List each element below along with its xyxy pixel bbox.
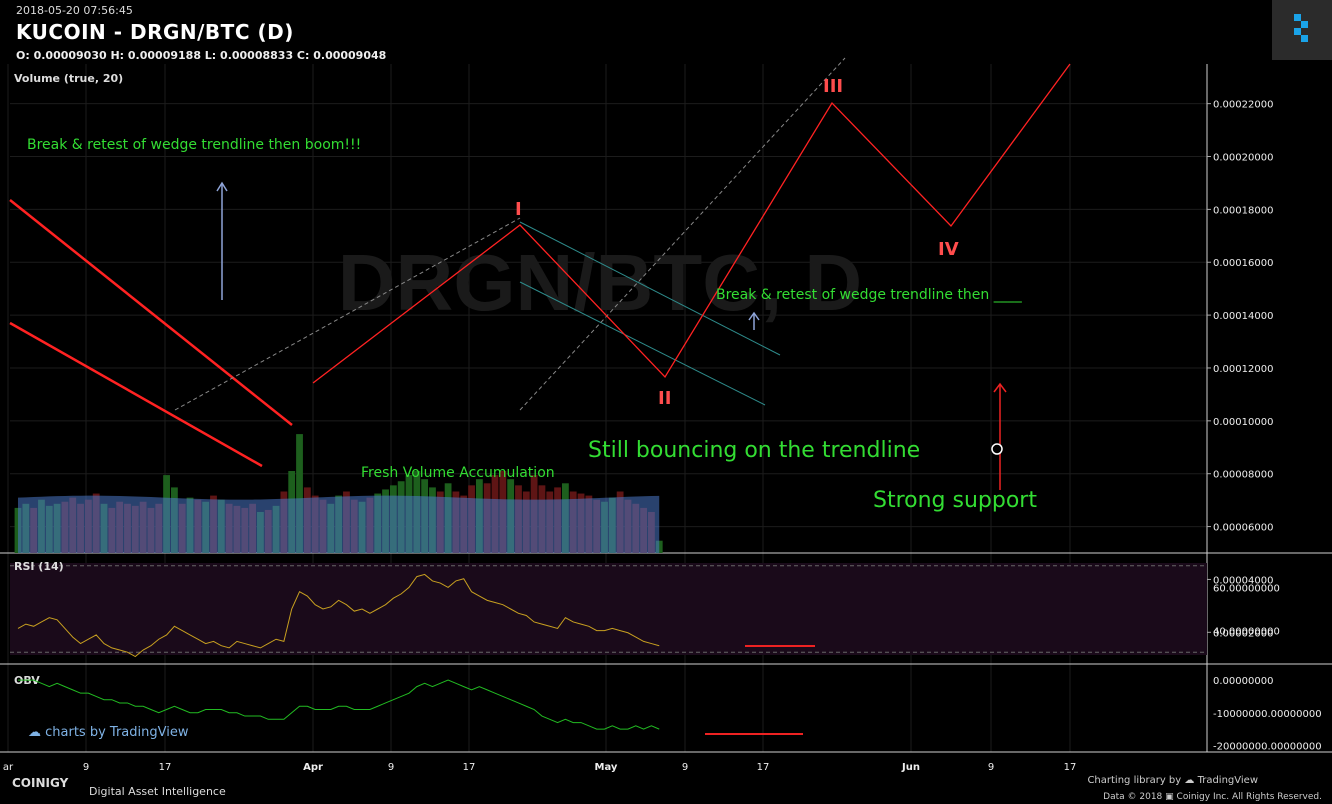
support-arrow-head [993,382,1007,393]
annotation-break-retest-1: Break & retest of wedge trendline then b… [27,137,361,153]
time-tick-label-8: 17 [757,762,770,773]
price-tick-label-9: 0.00004000 [1213,575,1273,586]
rsi-line [17,573,660,658]
wedge-upper-line [9,199,293,426]
up-arrow-left-head [216,181,228,192]
time-tick-label-7: 9 [682,762,688,773]
rsi-tick-label-1: 40.00000000 [1213,627,1280,638]
rsi-band [10,563,1207,655]
annotation-fresh-volume: Fresh Volume Accumulation [361,465,555,481]
time-tick-label-3: Apr [303,762,323,773]
wave-label-3: III [823,76,843,97]
price-tick-label-0: 0.00022000 [1213,100,1273,111]
time-tick-label-4: 9 [388,762,394,773]
coinigy-logo-icon[interactable] [1272,0,1332,60]
price-tick-label-4: 0.00014000 [1213,311,1273,322]
time-tick-label-10: 9 [988,762,994,773]
price-tick-label-8: 0.00006000 [1213,523,1273,534]
time-tick-label-2: 17 [159,762,172,773]
timestamp: 2018-05-20 07:56:45 [16,4,133,17]
price-tick-label-1: 0.00020000 [1213,153,1273,164]
tradingview-badge[interactable]: ☁ charts by TradingView [28,725,188,740]
fib-trend-left [174,217,521,411]
price-tick-label-7: 0.00008000 [1213,470,1273,481]
watermark: DRGN/BTC, D [338,238,862,327]
channel-upper-line [519,221,781,356]
brand-name: COINIGY [12,776,69,790]
price-tick-label-6: 0.00010000 [1213,417,1273,428]
time-tick-label-11: 17 [1064,762,1077,773]
tradingview-badge-label: charts by TradingView [45,725,189,740]
charting-credit: Charting library by ☁ TradingView [1087,775,1258,786]
price-tick-label-10: 0.00002000 [1213,628,1273,639]
logo-mark [1294,14,1308,42]
annotation-bouncing: Still bouncing on the trendline [588,438,920,463]
price-tick-label-2: 0.00018000 [1213,205,1273,216]
rsi-tick-label-0: 60.00000000 [1213,583,1280,594]
elliott-wave-path [312,63,1071,384]
charting-credit-text: Charting library by [1087,775,1182,786]
time-tick-label-5: 17 [463,762,476,773]
volume-bar [296,434,303,553]
up-arrow-right-head [748,311,760,321]
annotation-strong-support: Strong support [873,488,1037,513]
price-tick-label-3: 0.00016000 [1213,258,1273,269]
fib-trend-right [519,57,846,411]
tradingview-name: TradingView [1197,775,1258,786]
copyright-tail: Coinigy Inc. All Rights Reserved. [1176,792,1322,802]
wedge-lower-line [9,321,263,468]
wave-label-4: IV [938,239,959,260]
wave-label-2: II [658,388,671,409]
wave-label-1: I [515,199,522,220]
obv-tick-label-1: -10000000.00000000 [1213,709,1322,720]
cloud-icon: ☁ [28,725,41,740]
time-tick-label-9: Jun [901,762,920,773]
rsi-label: RSI (14) [14,560,64,573]
ohlc-readout: O: 0.00009030 H: 0.00009188 L: 0.0000883… [16,49,387,62]
obv-tick-label-2: -20000000.00000000 [1213,741,1322,752]
cursor-marker [991,443,1003,455]
obv-tick-label-0: 0.00000000 [1213,676,1273,687]
time-tick-label-0: ar [3,762,14,773]
price-tick-label-5: 0.00012000 [1213,364,1273,375]
volume-label: Volume (true, 20) [14,72,123,85]
chart-title: KUCOIN - DRGN/BTC (D) [16,20,294,44]
brand-tagline: Digital Asset Intelligence [89,785,226,798]
obv-line [18,679,660,730]
channel-lower-line [519,281,766,406]
copyright-text: Data © 2018 [1103,792,1163,802]
volume-ma-area [18,495,660,553]
tradingview-cloud-icon: ☁ [1184,775,1198,786]
time-tick-label-6: May [595,762,618,773]
coinigy-mini-icon: ▣ [1165,792,1177,802]
copyright: Data © 2018 ▣ Coinigy Inc. All Rights Re… [1103,792,1322,802]
annotation-break-retest-2: Break & retest of wedge trendline then _… [716,287,1023,303]
time-tick-label-1: 9 [83,762,89,773]
